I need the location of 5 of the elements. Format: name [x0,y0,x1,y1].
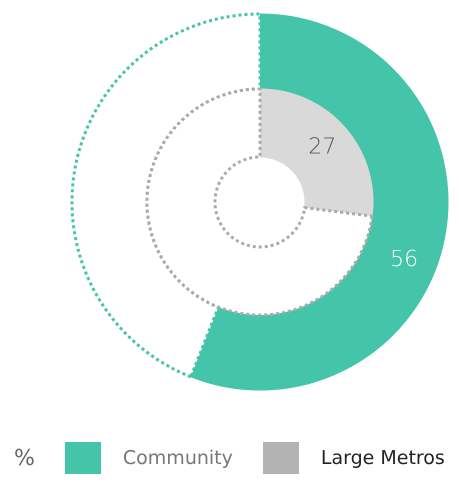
legend-label: Community [122,447,233,469]
data-label: 56 [390,247,418,272]
legend-label: Large Metros [320,447,445,469]
legend-title: % [14,446,35,470]
data-label: 27 [308,134,336,160]
